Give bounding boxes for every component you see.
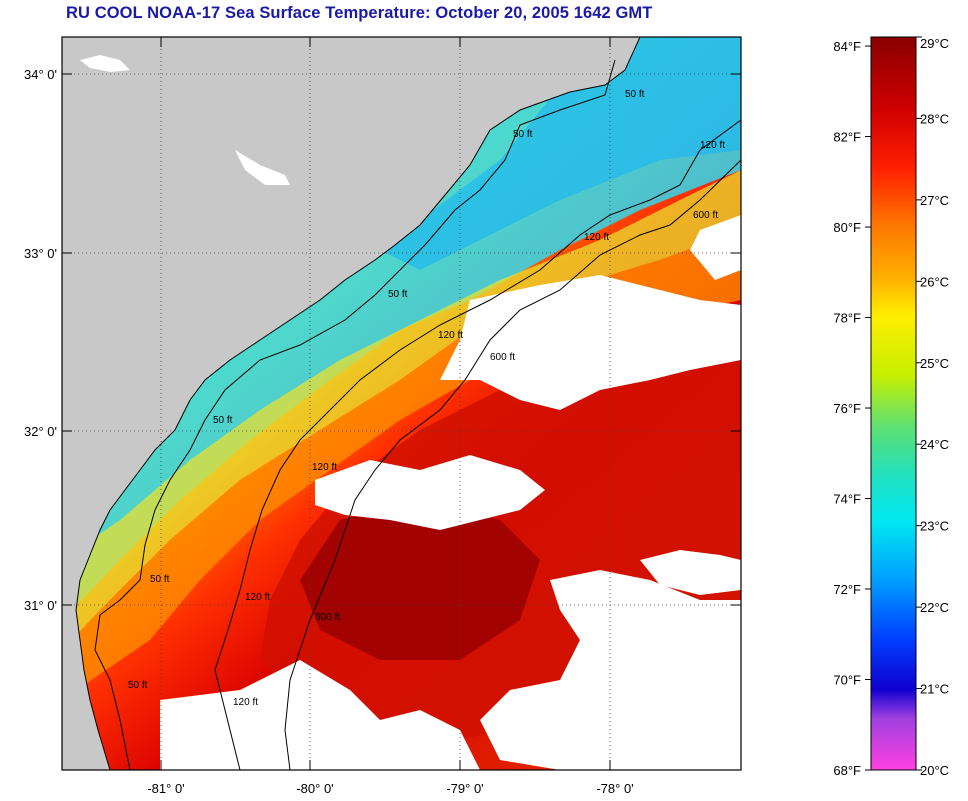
colorbar-c-label: 22°C bbox=[920, 600, 949, 615]
contour-label: 120 ft bbox=[700, 140, 725, 151]
contour-label: 120 ft bbox=[233, 697, 258, 708]
lon-label: -79° 0' bbox=[446, 781, 483, 796]
colorbar-c-label: 24°C bbox=[920, 437, 949, 452]
gulf-stream-hot-spot bbox=[300, 500, 540, 660]
contour-label: 50 ft bbox=[213, 415, 233, 426]
colorbar-f-label: 74°F bbox=[833, 492, 861, 507]
map-title: RU COOL NOAA-17 Sea Surface Temperature:… bbox=[66, 4, 653, 22]
colorbar-fahrenheit-scale: 84°F 82°F 80°F 78°F 76°F 74°F 72°F 70°F 68°F bbox=[833, 39, 871, 778]
cyan-offshore-zone bbox=[380, 37, 741, 270]
lat-label: 34° 0' bbox=[24, 67, 57, 82]
colorbar-f-label: 84°F bbox=[833, 39, 861, 54]
contour-label: 50 ft bbox=[388, 289, 408, 300]
colorbar-f-label: 70°F bbox=[833, 673, 861, 688]
contour-label: 50 ft bbox=[625, 89, 645, 100]
lat-label: 33° 0' bbox=[24, 246, 57, 261]
contour-label: 120 ft bbox=[438, 330, 463, 341]
colorbar-c-label: 26°C bbox=[920, 274, 949, 289]
colorbar-f-label: 72°F bbox=[833, 582, 861, 597]
colorbar-c-label: 25°C bbox=[920, 356, 949, 371]
colorbar-c-label: 29°C bbox=[920, 36, 949, 51]
lon-label: -78° 0' bbox=[596, 781, 633, 796]
contour-label: 600 ft bbox=[693, 210, 718, 221]
land-mass bbox=[62, 37, 641, 770]
lat-label: 31° 0' bbox=[24, 598, 57, 613]
colorbar-c-label: 23°C bbox=[920, 519, 949, 534]
contour-label: 50 ft bbox=[150, 574, 170, 585]
axis-ticks bbox=[62, 37, 741, 770]
contour-labels: 50 ft 50 ft 50 ft 50 ft 50 ft 50 ft 120 … bbox=[128, 89, 725, 708]
latitude-labels: 34° 0' 33° 0' 32° 0' 31° 0' bbox=[24, 67, 57, 613]
map-panel: 50 ft 50 ft 50 ft 50 ft 50 ft 50 ft 120 … bbox=[62, 37, 741, 770]
colorbar-c-label: 21°C bbox=[920, 682, 949, 697]
colorbar-gradient bbox=[870, 36, 917, 771]
contour-label: 120 ft bbox=[245, 592, 270, 603]
contour-label: 600 ft bbox=[315, 612, 340, 623]
contour-label: 50 ft bbox=[513, 129, 533, 140]
colorbar-f-label: 80°F bbox=[833, 220, 861, 235]
colorbar-f-label: 76°F bbox=[833, 401, 861, 416]
colorbar-f-label: 82°F bbox=[833, 130, 861, 145]
orange-band bbox=[62, 230, 741, 700]
contour-label: 50 ft bbox=[128, 680, 148, 691]
transition-band bbox=[62, 170, 741, 650]
longitude-labels: -81° 0' -80° 0' -79° 0' -78° 0' bbox=[147, 781, 633, 796]
colorbar-f-label: 78°F bbox=[833, 311, 861, 326]
contour-label: 600 ft bbox=[490, 352, 515, 363]
depth-contours bbox=[94, 59, 741, 770]
colorbar-c-label: 27°C bbox=[920, 193, 949, 208]
colorbar-c-label: 28°C bbox=[920, 111, 949, 126]
lon-label: -80° 0' bbox=[296, 781, 333, 796]
colorbar-celsius-scale: 29°C 28°C 27°C 26°C 25°C 24°C 23°C 22°C 21°C 20°C bbox=[916, 36, 949, 778]
map-frame bbox=[61, 36, 742, 771]
colorbar-f-label: 68°F bbox=[833, 763, 861, 778]
contour-label: 120 ft bbox=[584, 232, 609, 243]
lat-label: 32° 0' bbox=[24, 424, 57, 439]
lon-label: -81° 0' bbox=[147, 781, 184, 796]
colorbar-c-label: 20°C bbox=[920, 763, 949, 778]
contour-label: 120 ft bbox=[312, 462, 337, 473]
cloud-cover bbox=[80, 55, 741, 770]
